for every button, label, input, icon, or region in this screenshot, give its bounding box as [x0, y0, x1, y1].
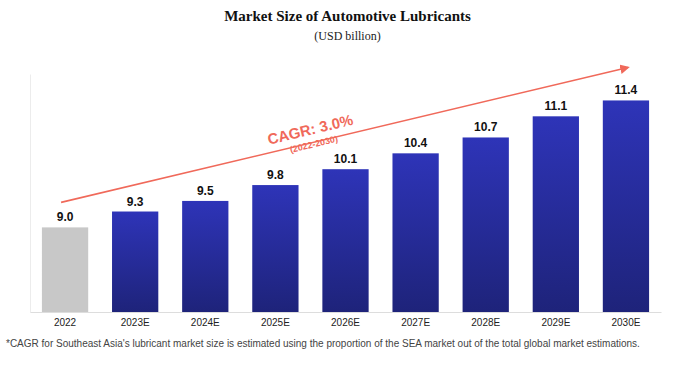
footnote: *CAGR for Southeast Asia's lubricant mar…: [6, 338, 640, 349]
bars: [42, 100, 649, 312]
x-tick-label: 2023E: [121, 317, 150, 328]
annotation-text: (2022-2030): [289, 134, 339, 155]
title: Market Size of Automotive Lubricants: [224, 8, 471, 24]
x-tick: 2028E: [471, 312, 500, 328]
x-tick-label: 2024E: [191, 317, 220, 328]
cagr-arrow: [61, 67, 628, 202]
data-label: 9.8: [267, 168, 284, 182]
x-tick: 2024E: [191, 312, 220, 328]
data-label: 9.5: [197, 184, 214, 198]
bar: [42, 227, 88, 312]
x-tick: 2030E: [611, 312, 640, 328]
bar: [533, 116, 579, 312]
x-tick: 2027E: [401, 312, 430, 328]
y-axis: [30, 75, 31, 313]
subtitle: (USD billion): [314, 29, 380, 43]
x-tick-label: 2030E: [611, 317, 640, 328]
bar: [252, 185, 298, 312]
x-tick: 2029E: [541, 312, 570, 328]
bar: [463, 137, 509, 312]
x-tick-label: 2028E: [471, 317, 500, 328]
bar: [322, 169, 368, 312]
x-tick-label: 2022: [54, 317, 77, 328]
data-label: 11.4: [615, 83, 638, 97]
bar: [392, 153, 438, 312]
annotation: CAGR: 3.0%(2022-2030): [266, 111, 358, 159]
bar: [182, 201, 228, 312]
data-label: 11.1: [544, 99, 567, 113]
bar: [112, 212, 158, 312]
data-label: 9.0: [57, 210, 74, 224]
chart: Market Size of Automotive Lubricants (USD…: [0, 0, 695, 377]
x-tick: 2026E: [331, 312, 360, 328]
x-tick: 2022: [54, 312, 77, 328]
x-tick: 2025E: [261, 312, 290, 328]
x-axis: 2022 2023E 2024E 2025E 2026E 2027E 2028E 2029E 2…: [31, 312, 662, 328]
x-tick-label: 2026E: [331, 317, 360, 328]
x-tick: 2023E: [121, 312, 150, 328]
x-tick-label: 2029E: [541, 317, 570, 328]
y-axis-line: [30, 75, 31, 313]
bar: [603, 100, 649, 312]
x-tick-label: 2027E: [401, 317, 430, 328]
footnote-line: *CAGR for Southeast Asia's lubricant mar…: [6, 338, 640, 349]
data-labels: 9.0 9.3 9.5 9.8 10.1 10.4 10.7 11.1 11.4: [57, 83, 638, 224]
x-axis-line: [31, 312, 662, 313]
data-label: 10.4: [404, 136, 428, 150]
data-label: 10.7: [474, 120, 498, 134]
data-label: 9.3: [127, 195, 144, 209]
data-label: 10.1: [334, 152, 358, 166]
x-tick-label: 2025E: [261, 317, 290, 328]
